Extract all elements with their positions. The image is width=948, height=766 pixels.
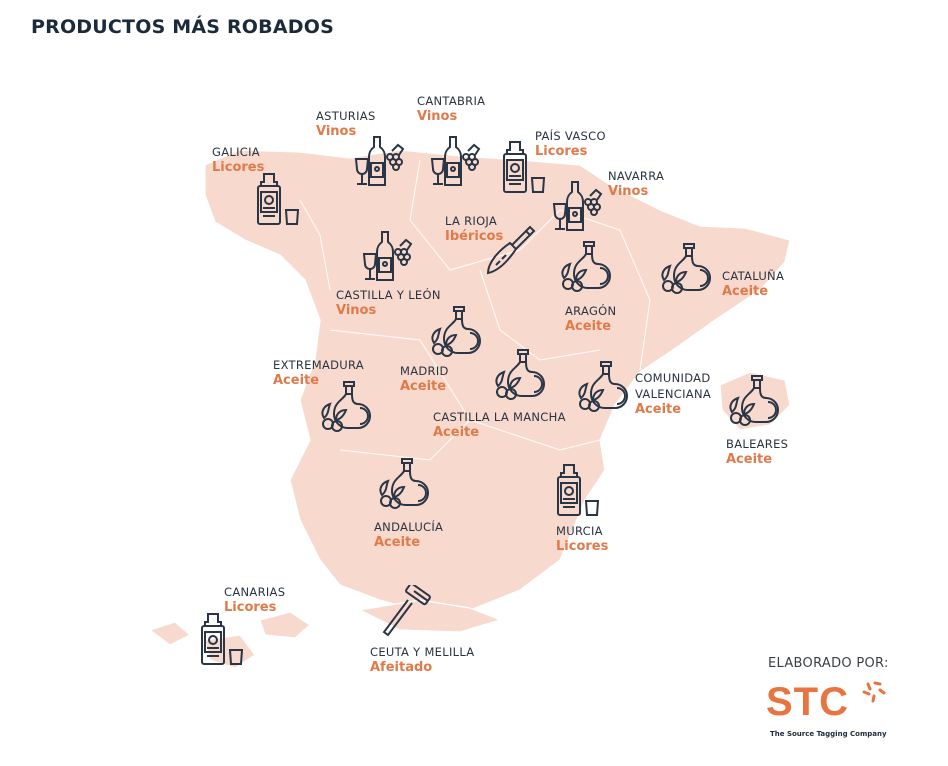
region-product: Vinos bbox=[316, 124, 357, 139]
region-name: ANDALUCÍA bbox=[374, 520, 444, 534]
olive-oil-icon bbox=[374, 457, 430, 513]
region-murcia: MURCIA Licores bbox=[556, 523, 608, 555]
region-product: Ibéricos bbox=[445, 229, 504, 244]
region-product: Vinos bbox=[336, 303, 377, 318]
region-cataluna: CATALUÑA Aceite bbox=[722, 268, 784, 300]
region-galicia: GALICIA Licores bbox=[212, 144, 264, 176]
razor-icon bbox=[378, 585, 434, 641]
region-castilla-la-mancha: CASTILLA LA MANCHA Aceite bbox=[433, 409, 566, 441]
wine-icon bbox=[426, 133, 482, 189]
region-product: Vinos bbox=[417, 109, 458, 124]
stc-logo: STC bbox=[766, 680, 886, 744]
olive-oil-icon bbox=[724, 374, 780, 430]
liquor-icon bbox=[250, 170, 306, 226]
region-name: ARAGÓN bbox=[565, 304, 617, 318]
region-product: Aceite bbox=[433, 425, 480, 440]
region-product: Aceite bbox=[273, 373, 320, 388]
logo-text: STC bbox=[766, 680, 849, 724]
region-navarra: NAVARRA Vinos bbox=[608, 168, 664, 200]
region-name: CEUTA Y MELILLA bbox=[370, 645, 475, 659]
region-product: Licores bbox=[212, 160, 265, 175]
region-name: PAÍS VASCO bbox=[535, 129, 606, 143]
logo-tagline: The Source Tagging Company bbox=[770, 730, 887, 738]
region-product: Aceite bbox=[374, 535, 421, 550]
region-name: CANARIAS bbox=[224, 585, 286, 599]
region-name: NAVARRA bbox=[608, 169, 665, 183]
region-cantabria: CANTABRIA Vinos bbox=[417, 93, 485, 125]
region-aragon: ARAGÓN Aceite bbox=[565, 303, 616, 335]
region-product: Afeitado bbox=[370, 660, 433, 675]
region-name: LA RIOJA bbox=[445, 214, 498, 228]
region-canarias: CANARIAS Licores bbox=[224, 584, 285, 616]
region-name: COMUNIDAD VALENCIANA bbox=[635, 371, 712, 401]
region-name: GALICIA bbox=[212, 145, 260, 159]
region-product: Aceite bbox=[726, 452, 773, 467]
region-product: Aceite bbox=[722, 284, 769, 299]
region-name: CANTABRIA bbox=[417, 94, 486, 108]
region-product: Licores bbox=[556, 539, 609, 554]
olive-oil-icon bbox=[426, 305, 482, 361]
region-extremadura: EXTREMADURA Aceite bbox=[273, 357, 364, 389]
region-name: ASTURIAS bbox=[316, 109, 376, 123]
region-product: Licores bbox=[224, 600, 277, 615]
olive-oil-icon bbox=[573, 360, 629, 416]
wine-icon bbox=[548, 178, 604, 234]
region-castilla-y-leon: CASTILLA Y LEÓN Vinos bbox=[336, 287, 441, 319]
region-asturias: ASTURIAS Vinos bbox=[316, 108, 376, 140]
olive-oil-icon bbox=[316, 380, 372, 436]
region-name: CASTILLA Y LEÓN bbox=[336, 288, 441, 302]
region-name: BALEARES bbox=[726, 437, 789, 451]
region-name: MADRID bbox=[400, 364, 449, 378]
region-andalucia: ANDALUCÍA Aceite bbox=[374, 519, 443, 551]
region-name: CATALUÑA bbox=[722, 269, 785, 283]
region-product: Aceite bbox=[565, 319, 612, 334]
sparkle-icon bbox=[862, 681, 886, 703]
region-madrid: MADRID Aceite bbox=[400, 363, 449, 395]
liquor-icon bbox=[496, 138, 552, 194]
ham-icon bbox=[482, 225, 538, 281]
liquor-icon bbox=[194, 610, 250, 666]
region-comunidad-valenciana: COMUNIDAD VALENCIANA Aceite bbox=[635, 370, 725, 418]
wine-icon bbox=[358, 228, 414, 284]
region-product: Aceite bbox=[635, 402, 682, 417]
olive-oil-icon bbox=[656, 242, 712, 298]
olive-oil-icon bbox=[556, 240, 612, 296]
region-name: MURCIA bbox=[556, 524, 603, 538]
wine-icon bbox=[350, 133, 406, 189]
region-baleares: BALEARES Aceite bbox=[726, 436, 788, 468]
region-product: Aceite bbox=[400, 379, 447, 394]
region-product: Licores bbox=[535, 144, 588, 159]
region-pais-vasco: PAÍS VASCO Licores bbox=[535, 128, 606, 160]
region-name: EXTREMADURA bbox=[273, 358, 364, 372]
page-title: PRODUCTOS MÁS ROBADOS bbox=[31, 16, 334, 38]
region-la-rioja: LA RIOJA Ibéricos bbox=[445, 213, 503, 245]
region-ceuta-y-melilla: CEUTA Y MELILLA Afeitado bbox=[370, 644, 474, 676]
region-name: CASTILLA LA MANCHA bbox=[433, 410, 566, 424]
liquor-icon bbox=[550, 461, 606, 517]
credit-label: ELABORADO POR: bbox=[768, 656, 889, 671]
region-product: Vinos bbox=[608, 184, 649, 199]
olive-oil-icon bbox=[490, 348, 546, 404]
